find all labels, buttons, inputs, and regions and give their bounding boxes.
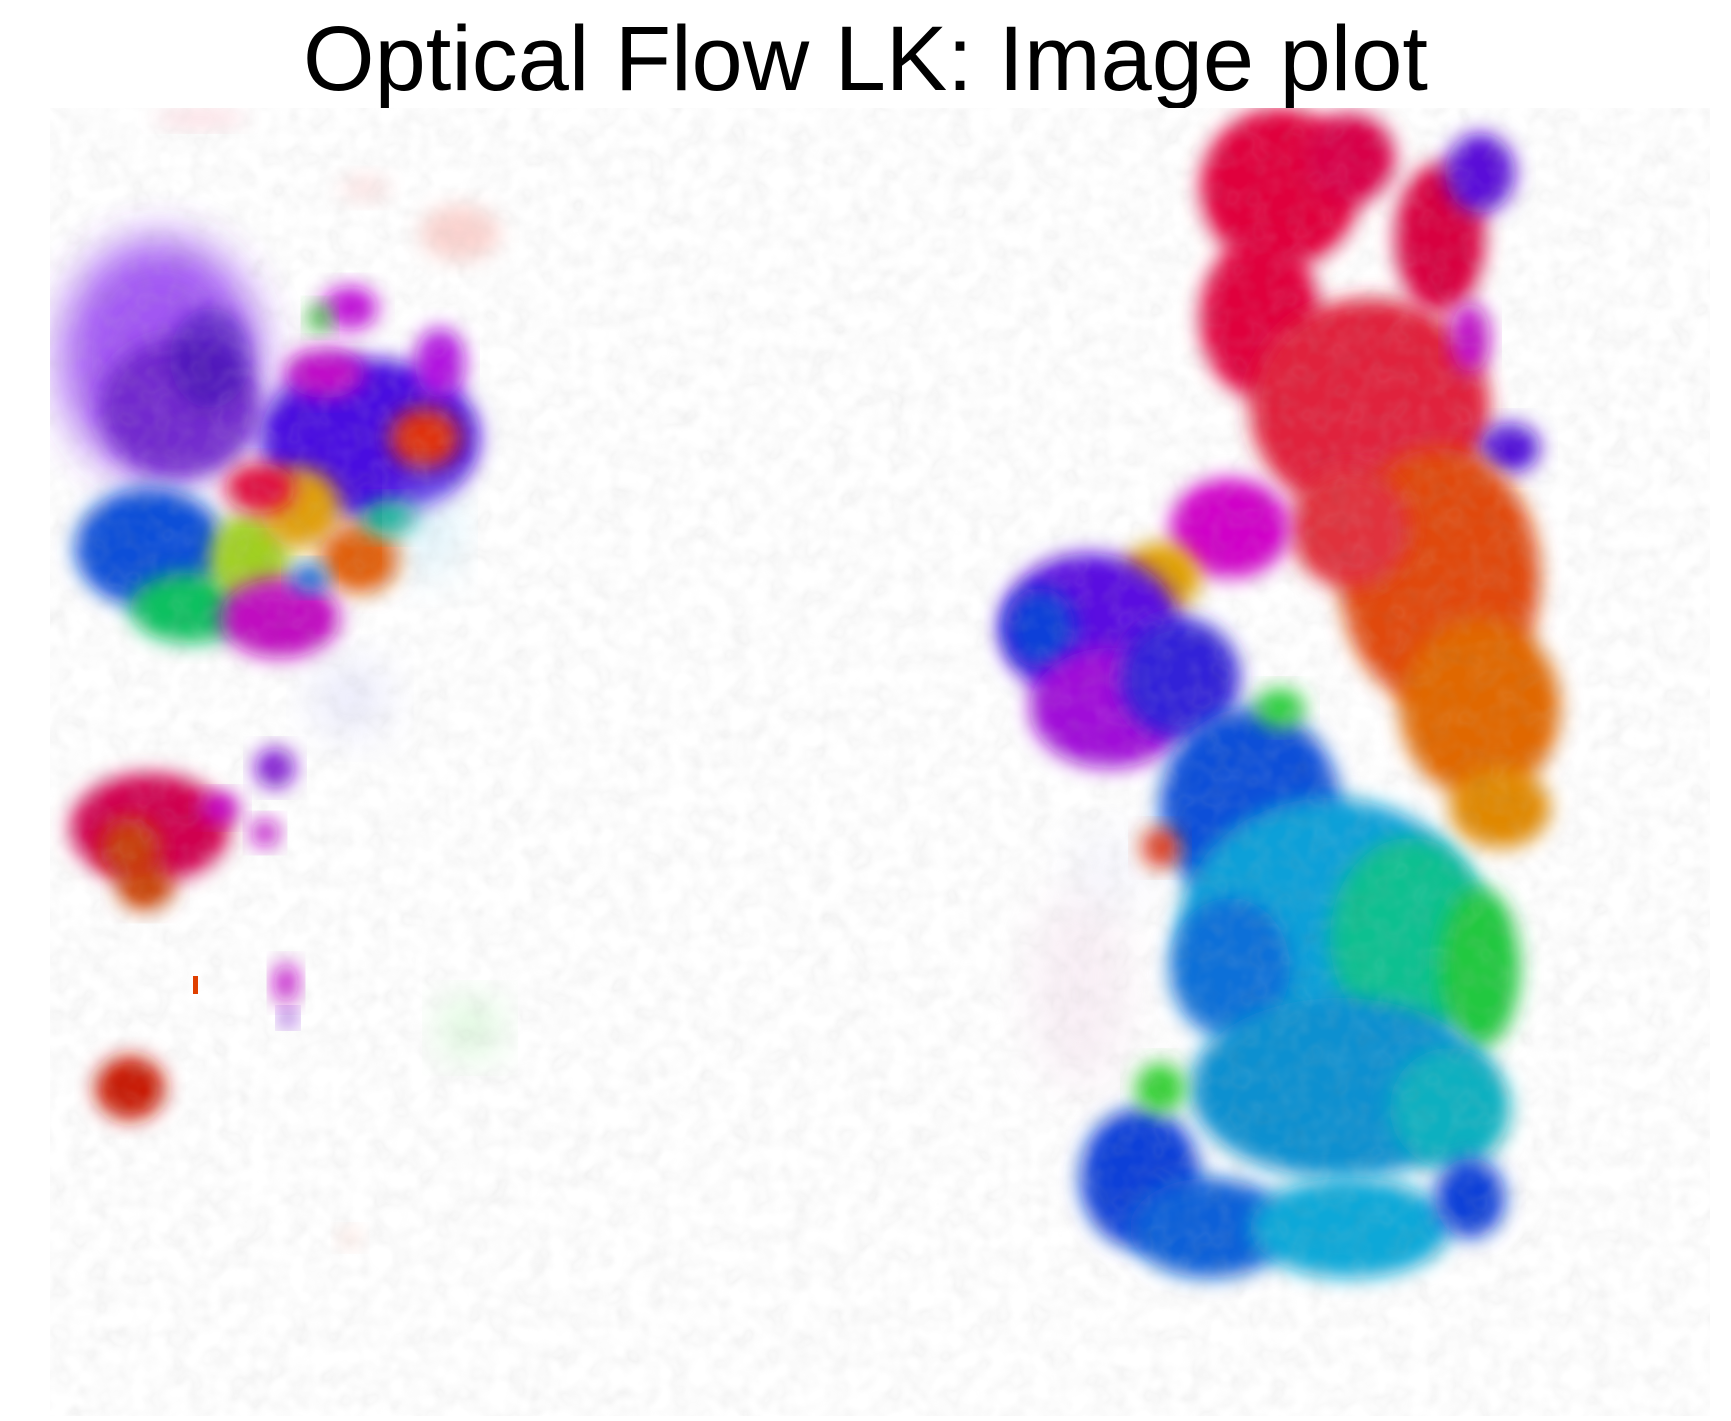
figure-title: Optical Flow LK: Image plot [303, 8, 1428, 110]
optical-flow-image [50, 108, 1710, 1416]
flow-field-graphic [50, 108, 1710, 1416]
